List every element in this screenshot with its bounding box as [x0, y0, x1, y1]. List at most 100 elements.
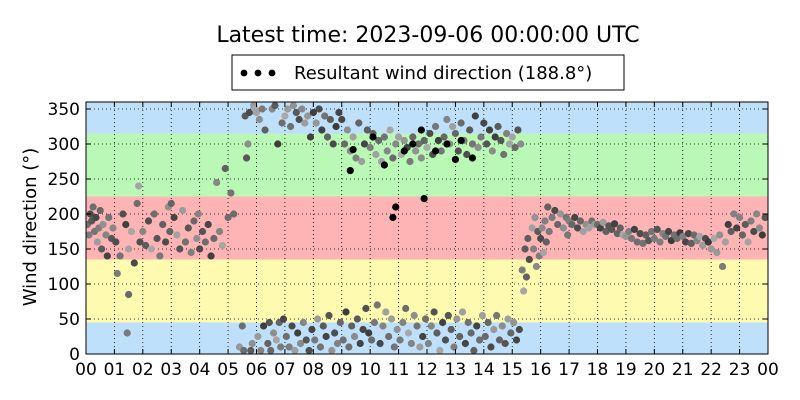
data-point: [433, 329, 441, 337]
data-point: [579, 227, 587, 236]
data-point-dark: [346, 167, 354, 175]
data-point: [296, 339, 305, 348]
data-point: [724, 220, 732, 229]
data-point: [319, 322, 327, 330]
data-point: [261, 126, 269, 134]
data-point: [447, 325, 455, 334]
data-point: [360, 140, 369, 148]
data-point: [431, 122, 440, 131]
data-point: [312, 119, 320, 127]
data-point: [92, 213, 100, 222]
data-point: [502, 129, 511, 138]
data-point: [322, 332, 330, 341]
data-point: [130, 259, 138, 267]
data-point: [413, 322, 421, 330]
data-point: [279, 315, 288, 323]
y-tick-label: 300: [48, 135, 80, 155]
data-point: [305, 346, 313, 354]
data-point: [427, 322, 435, 330]
data-point: [332, 122, 340, 131]
data-point: [491, 133, 499, 141]
data-point-dark: [409, 140, 417, 148]
data-point: [493, 311, 501, 320]
data-point: [352, 154, 360, 162]
x-tick-label: 14: [473, 360, 495, 380]
data-point: [733, 224, 741, 232]
data-point: [102, 231, 110, 239]
data-point: [176, 245, 184, 253]
data-point: [340, 140, 349, 148]
data-point: [544, 203, 552, 211]
data-point: [610, 220, 619, 228]
data-point: [514, 126, 522, 134]
data-point: [474, 143, 482, 152]
data-point: [282, 332, 290, 341]
data-point: [656, 238, 664, 246]
data-point: [718, 262, 727, 271]
data-point: [477, 133, 485, 141]
data-point: [258, 105, 266, 113]
x-tick-label: 19: [615, 360, 637, 380]
x-tick-label: 04: [189, 360, 211, 380]
data-point: [630, 225, 639, 233]
x-tick-label: 13: [445, 360, 467, 380]
data-point: [269, 329, 278, 337]
data-point: [353, 315, 361, 323]
data-point: [136, 238, 144, 246]
data-point: [356, 339, 364, 348]
data-point: [238, 322, 246, 330]
data-point: [406, 157, 414, 166]
data-point: [490, 325, 498, 334]
data-point: [470, 346, 478, 354]
data-point: [230, 210, 238, 218]
data-point: [548, 213, 556, 222]
data-point: [289, 102, 298, 110]
data-point: [105, 213, 113, 222]
data-point: [639, 239, 647, 247]
data-point: [133, 199, 141, 208]
data-point: [316, 343, 325, 351]
data-point: [541, 217, 549, 225]
data-point: [436, 346, 444, 354]
data-point: [380, 133, 388, 141]
data-point: [421, 315, 430, 323]
data-point-dark: [369, 133, 377, 141]
data-point: [497, 136, 505, 145]
data-point: [167, 199, 175, 208]
data-point: [150, 210, 158, 218]
data-point: [613, 230, 621, 238]
data-point: [365, 329, 373, 337]
data-point: [321, 112, 329, 120]
legend-marker: [240, 69, 248, 77]
data-point: [194, 210, 202, 218]
data-point: [109, 224, 117, 232]
x-tick-label: 08: [303, 360, 325, 380]
data-point: [342, 308, 350, 316]
data-point: [387, 315, 396, 323]
legend: Resultant wind direction (188.8°): [231, 54, 625, 91]
x-tick-label: 20: [644, 360, 666, 380]
data-point: [608, 225, 616, 233]
data-point: [379, 322, 387, 330]
data-point: [461, 339, 469, 348]
data-point: [328, 346, 336, 354]
data-point: [529, 245, 538, 253]
data-point: [471, 112, 479, 120]
data-point-dark: [392, 203, 400, 211]
data-point: [190, 217, 198, 225]
data-point: [679, 232, 687, 240]
data-point: [96, 206, 104, 215]
data-point: [716, 231, 724, 239]
data-point: [399, 318, 407, 327]
data-point: [488, 147, 496, 155]
data-point-dark: [417, 126, 425, 134]
data-point: [508, 133, 516, 141]
data-point-dark: [468, 154, 477, 162]
data-point: [116, 252, 124, 260]
legend-box: [231, 54, 625, 91]
data-point: [329, 140, 337, 148]
data-point: [375, 136, 383, 145]
data-point: [727, 227, 735, 236]
data-point: [645, 237, 653, 245]
y-tick-label: 50: [58, 310, 80, 330]
